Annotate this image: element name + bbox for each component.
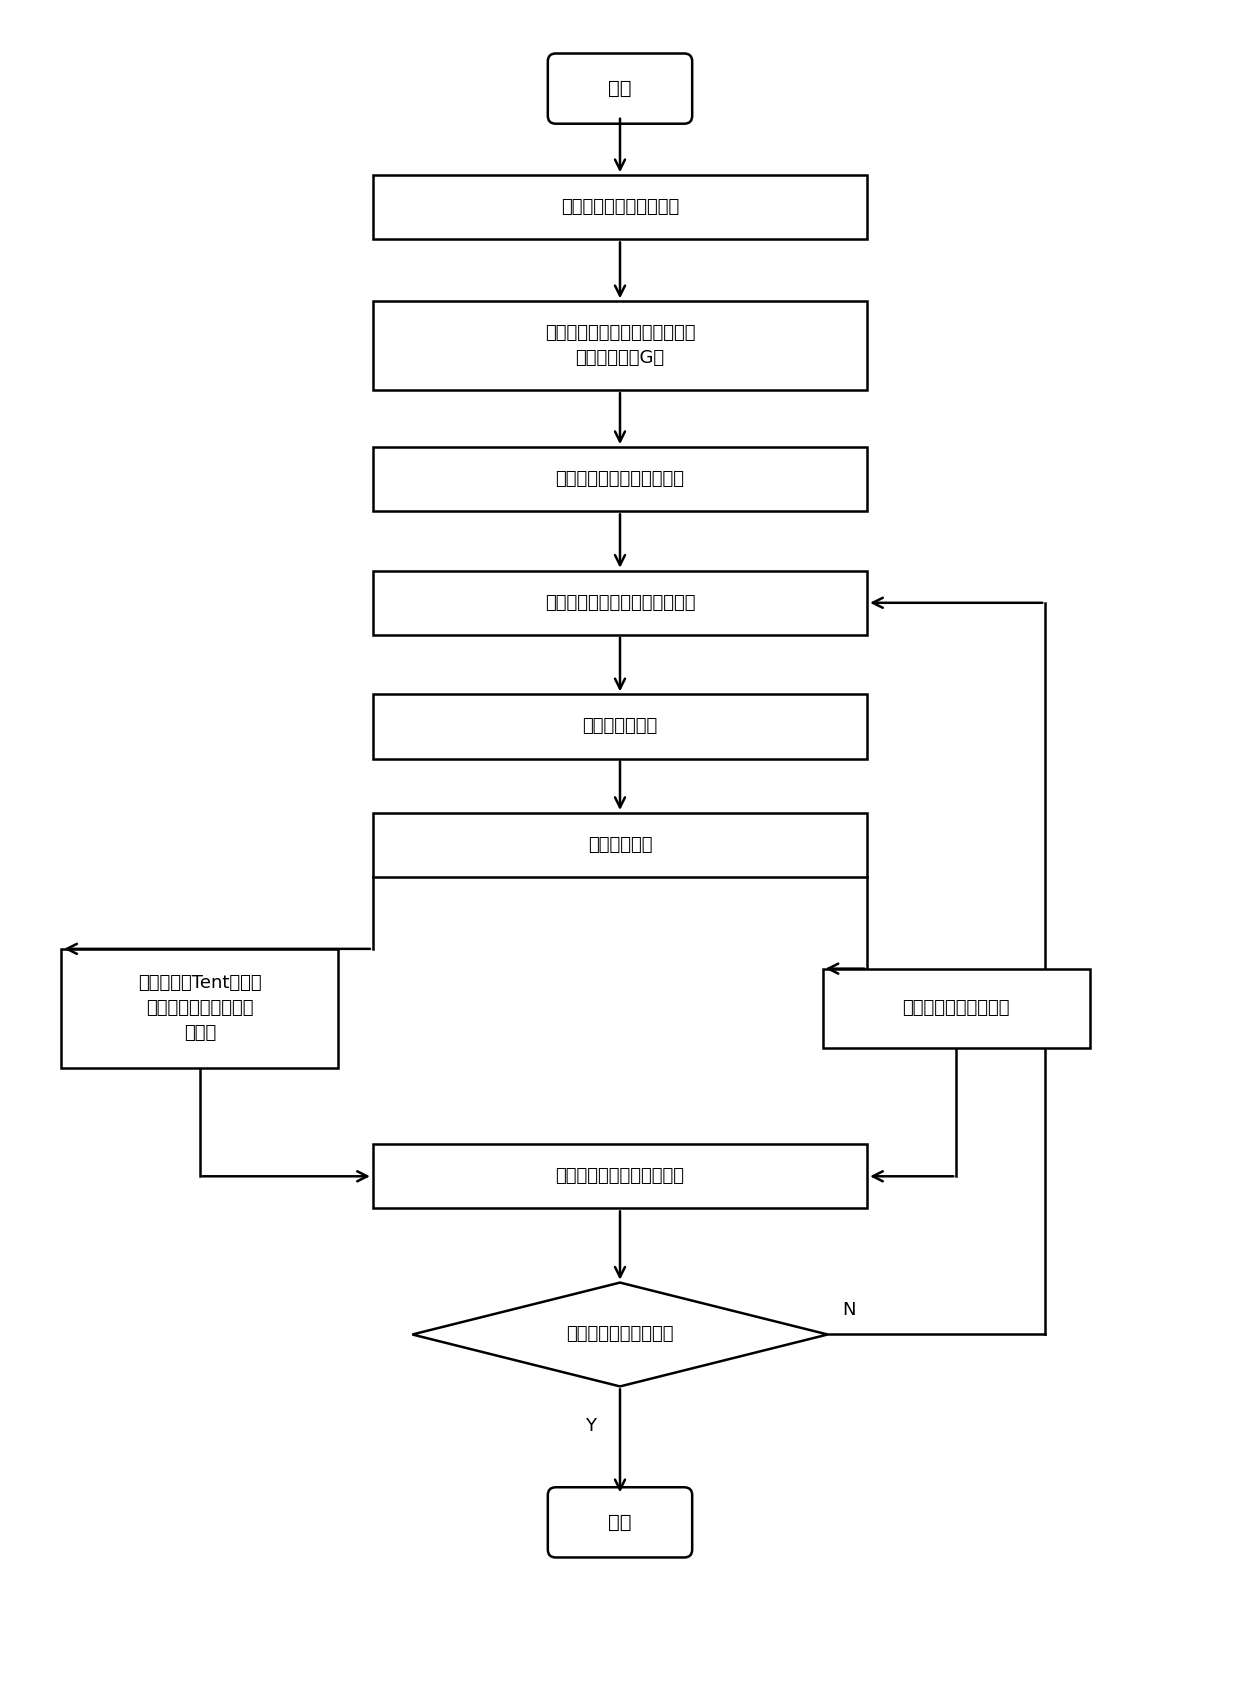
Text: 计算灵敏度，选择新一轮起始点: 计算灵敏度，选择新一轮起始点 bbox=[544, 594, 696, 613]
Text: 结束: 结束 bbox=[609, 1512, 631, 1532]
Bar bbox=[373, 1144, 867, 1208]
Bar bbox=[61, 949, 339, 1067]
Bar bbox=[373, 813, 867, 877]
Text: 精英粒子：Tent映射，
选择适应度值最好的个
体代替: 精英粒子：Tent映射， 选择适应度值最好的个 体代替 bbox=[138, 974, 262, 1042]
Text: Y: Y bbox=[585, 1417, 596, 1436]
Bar bbox=[373, 570, 867, 635]
Text: 初始化：随机值产生初始化种群
设定搜索代数G等: 初始化：随机值产生初始化种群 设定搜索代数G等 bbox=[544, 324, 696, 367]
Bar bbox=[373, 175, 867, 239]
Bar bbox=[822, 969, 1090, 1047]
Text: 是否达到最大迭代代数: 是否达到最大迭代代数 bbox=[567, 1325, 673, 1344]
Text: 根据初始值生成初始信息素: 根据初始值生成初始信息素 bbox=[556, 470, 684, 489]
Text: 释放信息素，保存最佳个体: 释放信息素，保存最佳个体 bbox=[556, 1168, 684, 1185]
Text: 混沌优化计算: 混沌优化计算 bbox=[588, 837, 652, 854]
Bar bbox=[373, 446, 867, 511]
Bar bbox=[373, 300, 867, 390]
FancyBboxPatch shape bbox=[548, 54, 692, 124]
Text: 开始: 开始 bbox=[609, 80, 631, 98]
Polygon shape bbox=[413, 1283, 827, 1386]
Text: N: N bbox=[842, 1302, 856, 1319]
Text: 输入历史负荷及光伏数据: 输入历史负荷及光伏数据 bbox=[560, 199, 680, 216]
Bar bbox=[373, 694, 867, 759]
Text: 普通粒子：更新信息素: 普通粒子：更新信息素 bbox=[903, 1000, 1009, 1017]
Text: 计算个体适应度: 计算个体适应度 bbox=[583, 718, 657, 735]
FancyBboxPatch shape bbox=[548, 1487, 692, 1558]
